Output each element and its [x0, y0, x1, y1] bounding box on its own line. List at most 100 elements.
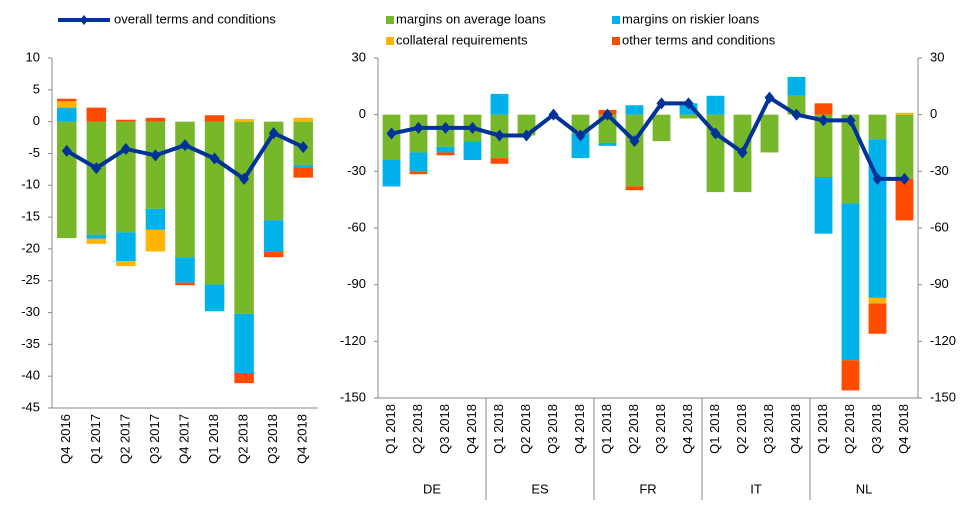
line-marker — [413, 121, 424, 134]
x-tick-label: Q3 2018 — [545, 404, 560, 454]
bar — [234, 313, 254, 373]
bar — [760, 114, 779, 153]
bar — [868, 114, 887, 140]
x-tick-label: Q4 2018 — [464, 404, 479, 454]
y-tick-label: -10 — [21, 177, 40, 192]
bar — [204, 121, 225, 285]
bar — [490, 158, 509, 164]
line-marker — [791, 108, 802, 121]
legend-swatch — [386, 37, 394, 45]
group-label: FR — [639, 481, 656, 496]
bar — [57, 121, 77, 239]
y-tick-label: -45 — [21, 399, 40, 414]
line-marker — [818, 114, 829, 127]
bar — [409, 171, 428, 175]
legend-swatch — [612, 16, 620, 24]
group-label: IT — [750, 481, 762, 496]
bar — [787, 76, 806, 96]
bar — [57, 98, 77, 102]
bar — [625, 114, 644, 187]
bar — [598, 143, 617, 146]
line-marker — [494, 129, 505, 142]
legend-label: collateral requirements — [396, 32, 528, 47]
bar — [204, 284, 225, 312]
x-tick-label: Q2 2018 — [734, 404, 749, 454]
bar — [263, 220, 284, 253]
bar — [625, 186, 644, 191]
line-marker — [548, 108, 559, 121]
y-tick-label-right: -60 — [930, 219, 949, 234]
line-marker — [683, 97, 694, 110]
bar — [204, 115, 225, 122]
x-tick-label: Q2 2018 — [518, 404, 533, 454]
line-marker — [602, 108, 613, 121]
y-tick-label: -20 — [21, 240, 40, 255]
bar — [409, 152, 428, 172]
x-tick-label: Q4 2017 — [176, 414, 191, 464]
x-tick-label: Q1 2018 — [491, 404, 506, 454]
bar — [86, 107, 107, 122]
bar — [625, 105, 644, 115]
y-tick-label: -120 — [340, 333, 366, 348]
legend-swatch — [386, 16, 394, 24]
bar — [145, 121, 166, 209]
bar — [652, 114, 671, 142]
line-marker — [656, 97, 667, 110]
bar — [436, 152, 455, 156]
bar — [436, 146, 455, 153]
line-marker — [521, 129, 532, 142]
line-marker — [872, 172, 883, 185]
line-marker — [899, 172, 910, 185]
line-marker — [710, 127, 721, 140]
y-tick-label: 0 — [33, 113, 40, 128]
x-tick-label: Q3 2017 — [147, 414, 162, 464]
x-tick-label: Q2 2018 — [842, 404, 857, 454]
x-tick-label: Q1 2018 — [206, 414, 221, 464]
x-tick-label: Q1 2018 — [815, 404, 830, 454]
legend-label: margins on average loans — [396, 11, 546, 26]
y-tick-label: -15 — [21, 209, 40, 224]
bar — [814, 114, 833, 177]
y-tick-label-right: 30 — [930, 49, 944, 64]
x-tick-label: Q2 2017 — [117, 414, 132, 464]
x-tick-label: Q4 2018 — [295, 414, 310, 464]
y-tick-label: -60 — [347, 219, 366, 234]
y-tick-label-right: -30 — [930, 163, 949, 178]
bar — [841, 203, 860, 361]
bar — [382, 160, 401, 187]
x-tick-label: Q4 2016 — [58, 414, 73, 464]
line-marker — [120, 143, 131, 155]
legend-swatch-marker — [80, 15, 88, 25]
bar — [263, 252, 284, 258]
bar — [116, 261, 136, 267]
line-marker — [764, 91, 775, 104]
y-tick-label: 0 — [359, 106, 366, 121]
line-marker — [575, 129, 586, 142]
bar — [116, 232, 136, 261]
x-tick-label: Q3 2018 — [761, 404, 776, 454]
line-marker — [467, 121, 478, 134]
group-label: DE — [423, 481, 441, 496]
y-tick-label: -150 — [340, 389, 366, 404]
bar — [293, 167, 313, 178]
y-tick-label: -30 — [347, 163, 366, 178]
bar — [814, 177, 833, 234]
y-tick-label-right: -150 — [930, 389, 956, 404]
y-tick-label: -40 — [21, 368, 40, 383]
legend-label: margins on riskier loans — [622, 11, 760, 26]
bar — [895, 178, 914, 221]
line-marker — [298, 141, 309, 154]
y-tick-label-right: -120 — [930, 333, 956, 348]
y-tick-label: -30 — [21, 304, 40, 319]
bar — [234, 373, 254, 384]
y-tick-label: -35 — [21, 336, 40, 351]
bar — [706, 95, 725, 115]
bar — [571, 133, 590, 159]
bar — [116, 121, 136, 233]
x-tick-label: Q1 2018 — [707, 404, 722, 454]
bar — [145, 229, 166, 252]
line — [391, 94, 905, 181]
bar — [116, 119, 136, 122]
x-tick-label: Q4 2018 — [896, 404, 911, 454]
